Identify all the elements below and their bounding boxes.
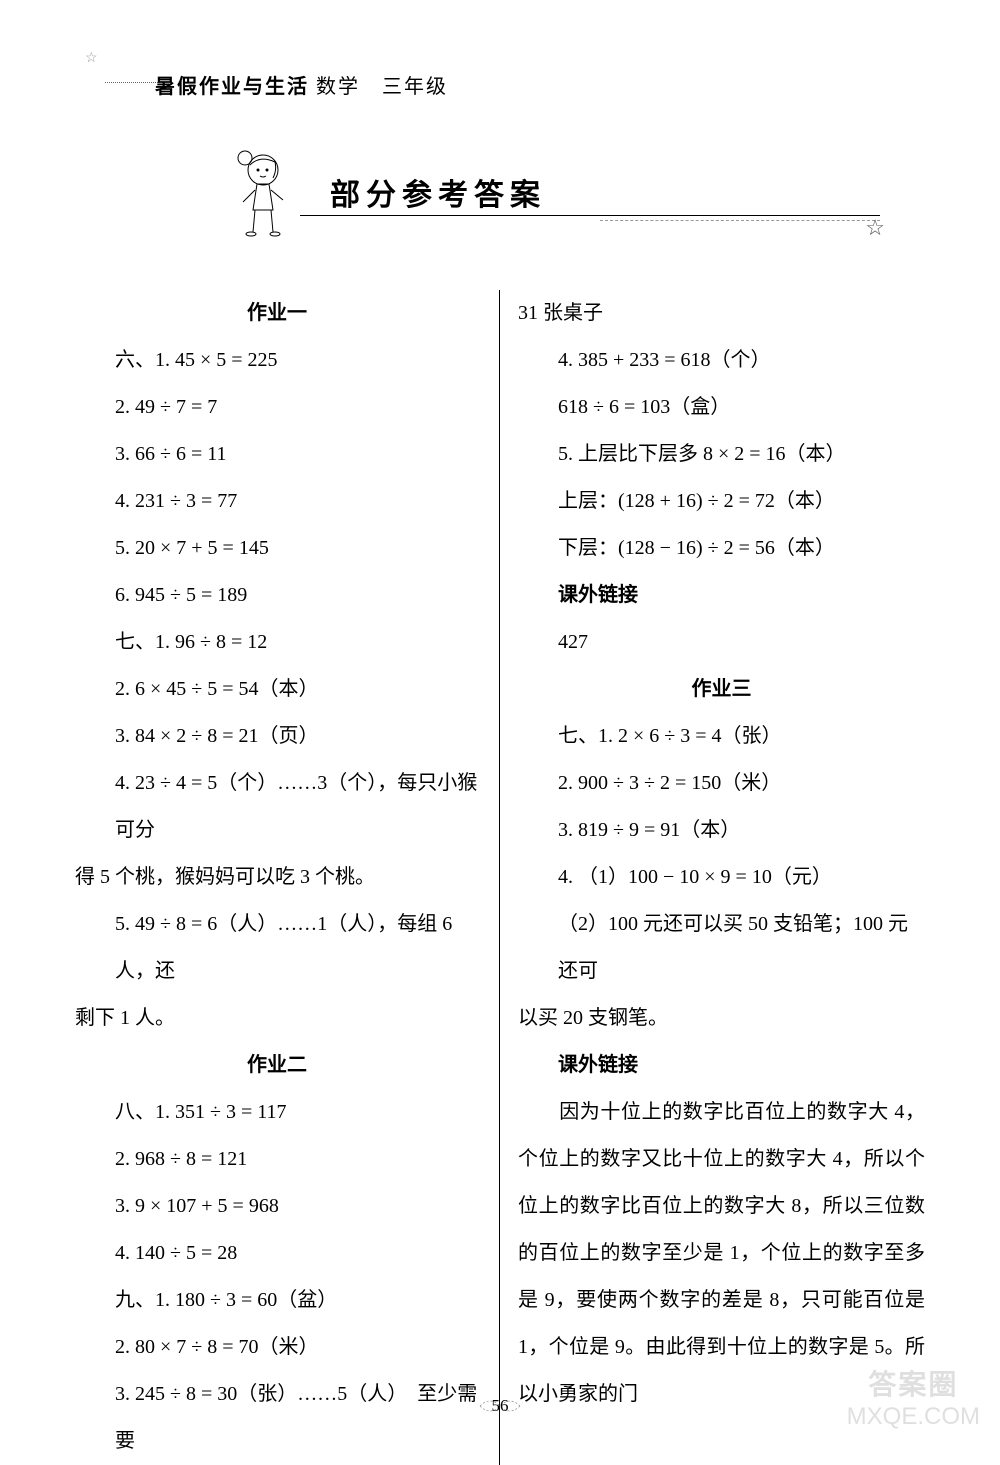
answer-line: 2. 6 × 45 ÷ 5 = 54（本） xyxy=(75,666,479,713)
answer-line: 5. 20 × 7 + 5 = 145 xyxy=(75,525,479,572)
answer-line: （2）100 元还可以买 50 支铅笔；100 元还可 xyxy=(518,901,925,995)
answer-line: 3. 9 × 107 + 5 = 968 xyxy=(75,1183,479,1230)
answer-line: 七、1. 2 × 6 ÷ 3 = 4（张） xyxy=(518,713,925,760)
watermark-en: MXQE.COM xyxy=(847,1403,980,1431)
girl-illustration-icon xyxy=(225,140,305,240)
subject: 数学 xyxy=(316,76,360,98)
page-ornament-icon: 56 xyxy=(475,1391,525,1421)
section-title: 作业三 xyxy=(518,666,925,713)
answer-line: 5. 上层比下层多 8 × 2 = 16（本） xyxy=(518,431,925,478)
answer-line: 上层：(128 + 16) ÷ 2 = 72（本） xyxy=(518,478,925,525)
answer-line: 下层：(128 − 16) ÷ 2 = 56（本） xyxy=(518,525,925,572)
answer-line: 2. 968 ÷ 8 = 121 xyxy=(75,1136,479,1183)
answer-line: 3. 66 ÷ 6 = 11 xyxy=(75,431,479,478)
page-header: ☆ 暑假作业与生活 数学 三年级 xyxy=(0,0,1000,130)
answer-line: 2. 900 ÷ 3 ÷ 2 = 150（米） xyxy=(518,760,925,807)
content-area: 作业一 六、1. 45 × 5 = 225 2. 49 ÷ 7 = 7 3. 6… xyxy=(0,290,1000,1465)
star-decoration-right: ☆ xyxy=(865,215,885,241)
star-decoration-left: ☆ xyxy=(85,50,98,67)
answer-line: 427 xyxy=(518,619,925,666)
title-underline xyxy=(300,215,880,216)
answer-line: 八、1. 351 ÷ 3 = 117 xyxy=(75,1089,479,1136)
answer-line: 2. 80 × 7 ÷ 8 = 70（米） xyxy=(75,1324,479,1371)
answer-line: 4. 23 ÷ 4 = 5（个）……3（个），每只小猴可分 xyxy=(75,760,479,854)
dotted-line xyxy=(105,82,160,83)
answer-line: 3. 819 ÷ 9 = 91（本） xyxy=(518,807,925,854)
answer-line-wrap: 剩下 1 人。 xyxy=(75,995,479,1042)
answer-line: 2. 49 ÷ 7 = 7 xyxy=(75,384,479,431)
answer-line: 九、1. 180 ÷ 3 = 60（盆） xyxy=(75,1277,479,1324)
header-title: 暑假作业与生活 数学 三年级 xyxy=(155,70,448,99)
grade: 三年级 xyxy=(382,76,448,98)
answer-line: 5. 49 ÷ 8 = 6（人）……1（人），每组 6 人，还 xyxy=(75,901,479,995)
title-section: 部分参考答案 ☆ xyxy=(0,130,1000,260)
watermark-cn: 答案圈 xyxy=(847,1363,980,1403)
answer-line: 六、1. 45 × 5 = 225 xyxy=(75,337,479,384)
answer-line: 4. （1）100 − 10 × 9 = 10（元） xyxy=(518,854,925,901)
section-title: 作业一 xyxy=(75,290,479,337)
left-column: 作业一 六、1. 45 × 5 = 225 2. 49 ÷ 7 = 7 3. 6… xyxy=(75,290,500,1465)
link-title: 课外链接 xyxy=(518,572,925,619)
answer-line: 4. 231 ÷ 3 = 77 xyxy=(75,478,479,525)
answer-line: 31 张桌子 xyxy=(518,290,925,337)
section-title: 作业二 xyxy=(75,1042,479,1089)
link-title: 课外链接 xyxy=(518,1042,925,1089)
answer-line-wrap: 得 5 个桃，猴妈妈可以吃 3 个桃。 xyxy=(75,854,479,901)
answer-line: 七、1. 96 ÷ 8 = 12 xyxy=(75,619,479,666)
answer-line: 6. 945 ÷ 5 = 189 xyxy=(75,572,479,619)
book-title: 暑假作业与生活 xyxy=(155,76,309,98)
answer-line: 4. 140 ÷ 5 = 28 xyxy=(75,1230,479,1277)
title-dashed xyxy=(600,220,880,221)
answer-line: 4. 385 + 233 = 618（个） xyxy=(518,337,925,384)
answer-line: 618 ÷ 6 = 103（盒） xyxy=(518,384,925,431)
answer-line-wrap: 以买 20 支钢笔。 xyxy=(518,995,925,1042)
right-column: 31 张桌子 4. 385 + 233 = 618（个） 618 ÷ 6 = 1… xyxy=(500,290,925,1465)
watermark: 答案圈 MXQE.COM xyxy=(847,1363,980,1431)
main-title: 部分参考答案 xyxy=(330,170,546,214)
answer-line: 3. 84 × 2 ÷ 8 = 21（页） xyxy=(75,713,479,760)
svg-text:56: 56 xyxy=(492,1396,509,1415)
